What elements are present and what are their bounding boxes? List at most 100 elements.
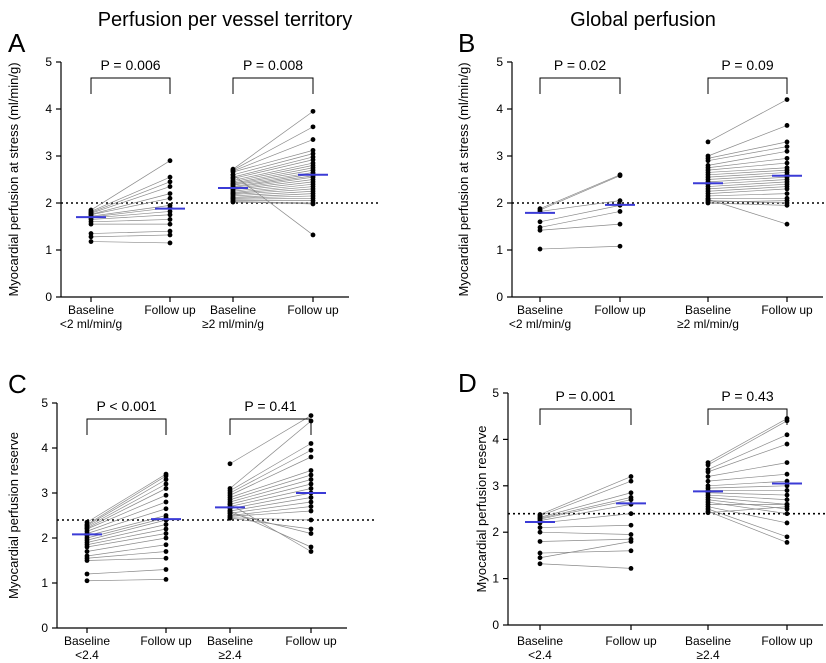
data-point [167, 212, 173, 218]
data-point [537, 539, 543, 544]
data-point [705, 462, 711, 468]
pair-line [86, 483, 167, 528]
pair-line [707, 200, 788, 203]
pair-line [86, 579, 167, 582]
significance-bracket [707, 408, 788, 425]
x-tick-label: Follow up [761, 303, 813, 317]
data-point [537, 227, 543, 233]
x-tick-label: Baseline [517, 303, 563, 317]
pair-line [229, 510, 312, 548]
y-tick-label: 4 [41, 441, 48, 455]
data-point [308, 504, 314, 509]
pair-line [232, 195, 314, 199]
pair-line [86, 544, 167, 557]
pair-line [539, 174, 621, 209]
x-tick-label: Follow up [594, 303, 646, 317]
pair-line [707, 172, 788, 178]
pair-line [539, 541, 632, 559]
pair-line [86, 475, 167, 525]
pair-line [707, 492, 788, 496]
data-point [784, 492, 790, 498]
pair-line [86, 533, 167, 548]
data-point [784, 511, 790, 517]
pair-line [232, 156, 314, 178]
data-point [705, 139, 711, 145]
data-point [628, 497, 634, 503]
panel-a: A Myocardial perfusion at stress (ml/min/… [6, 28, 379, 331]
pair-line [229, 470, 312, 498]
pair-line [707, 473, 788, 482]
x-tick-label: <2 ml/min/g [60, 317, 122, 331]
x-tick-label: ≥2.4 [218, 648, 242, 662]
data-point [537, 219, 543, 225]
significance-bracket [539, 77, 621, 94]
data-point [617, 209, 623, 214]
data-point [227, 461, 233, 467]
data-point [628, 548, 634, 554]
panels: A Myocardial perfusion at stress (ml/min/… [6, 28, 826, 662]
pair-line [232, 183, 314, 194]
pair-line [86, 524, 167, 543]
data-point [308, 441, 314, 446]
pair-line [707, 167, 788, 173]
significance-bracket [86, 418, 167, 435]
pair-line [707, 125, 788, 157]
data-point [784, 139, 790, 145]
y-tick-label: 2 [492, 525, 499, 539]
data-point [163, 492, 169, 498]
pair-line [229, 456, 312, 496]
data-point [628, 522, 634, 528]
pair-line [229, 449, 312, 494]
data-point [617, 221, 623, 227]
x-tick-label: Baseline [685, 634, 731, 648]
y-axis-label: Myocardial perfusion reserve [6, 432, 21, 599]
pair-line [539, 200, 621, 212]
data-point [628, 539, 634, 544]
x-tick-label: Follow up [761, 634, 813, 648]
data-point [308, 549, 314, 554]
data-point [163, 506, 169, 512]
y-tick-label: 1 [45, 243, 52, 257]
data-point [163, 522, 169, 527]
pair-line [229, 492, 312, 510]
data-point [163, 535, 169, 541]
data-point [628, 490, 634, 496]
data-point [628, 511, 634, 517]
data-point [163, 499, 169, 505]
pair-line [232, 169, 314, 185]
pair-line [229, 510, 312, 517]
pair-line [86, 551, 167, 559]
x-tick-label: <2.4 [528, 648, 552, 662]
pair-line [539, 476, 632, 515]
pair-line [539, 531, 632, 535]
data-point [167, 195, 173, 201]
y-tick-label: 3 [496, 149, 503, 163]
panel-letter: A [8, 28, 26, 58]
data-point [167, 191, 173, 197]
data-point [167, 232, 173, 238]
data-point [784, 520, 790, 526]
pair-line [229, 512, 312, 534]
pair-line [232, 190, 314, 197]
data-point [617, 243, 623, 249]
data-point [88, 221, 94, 227]
data-point [705, 469, 711, 475]
data-point [784, 534, 790, 540]
p-value-label: P < 0.001 [96, 398, 156, 414]
data-point [310, 108, 316, 114]
data-point [308, 526, 314, 532]
data-point [308, 531, 314, 536]
data-point [784, 186, 790, 192]
pair-line [707, 146, 788, 162]
data-point [617, 198, 623, 204]
pair-line [86, 528, 167, 546]
pair-line [707, 150, 788, 166]
data-point [310, 147, 316, 153]
data-point [784, 497, 790, 503]
data-point [310, 157, 316, 163]
pair-line [232, 162, 314, 181]
data-point [308, 413, 314, 418]
pair-line [229, 443, 312, 492]
pair-line [707, 141, 788, 159]
